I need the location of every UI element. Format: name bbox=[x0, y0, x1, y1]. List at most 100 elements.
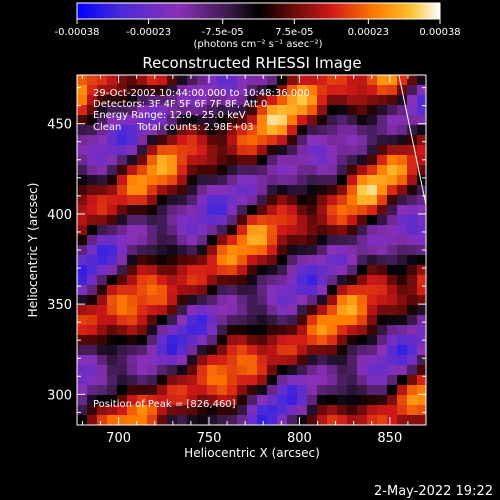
heatmap-cell bbox=[77, 195, 87, 205]
heatmap-cell bbox=[287, 105, 297, 115]
heatmap-cell bbox=[147, 235, 157, 245]
heatmap-cell bbox=[137, 115, 147, 125]
heatmap-cell bbox=[247, 85, 257, 95]
heatmap-cell bbox=[177, 415, 187, 425]
heatmap-cell bbox=[397, 395, 407, 405]
heatmap-cell bbox=[317, 165, 327, 175]
heatmap-cell bbox=[367, 345, 377, 355]
heatmap-cell bbox=[177, 385, 187, 395]
heatmap-cell bbox=[157, 75, 167, 85]
heatmap-cell bbox=[227, 335, 237, 345]
heatmap-cell bbox=[227, 185, 237, 195]
heatmap-cell bbox=[347, 275, 357, 285]
heatmap-cell bbox=[127, 345, 137, 355]
heatmap-cell bbox=[127, 225, 137, 235]
heatmap-cell bbox=[327, 365, 337, 375]
heatmap-cell bbox=[187, 165, 197, 175]
heatmap-cell bbox=[247, 305, 257, 315]
heatmap-cell bbox=[297, 415, 307, 425]
heatmap-cell bbox=[127, 395, 137, 405]
heatmap-cell bbox=[107, 235, 117, 245]
heatmap-cell bbox=[247, 105, 257, 115]
heatmap-cell bbox=[87, 195, 97, 205]
heatmap-cell bbox=[157, 355, 167, 365]
heatmap-cell bbox=[117, 165, 127, 175]
heatmap-cell bbox=[297, 355, 307, 365]
heatmap-cell bbox=[177, 325, 187, 335]
heatmap-cell bbox=[327, 265, 337, 275]
heatmap-cell bbox=[107, 225, 117, 235]
heatmap-cell bbox=[397, 415, 407, 425]
heatmap-cell bbox=[347, 185, 357, 195]
heatmap-cell bbox=[257, 295, 267, 305]
heatmap-cell bbox=[297, 405, 307, 415]
heatmap-cell bbox=[317, 195, 327, 205]
heatmap-cell bbox=[197, 355, 207, 365]
heatmap-cell bbox=[357, 325, 367, 335]
heatmap-cell bbox=[207, 355, 217, 365]
heatmap-cell bbox=[107, 415, 117, 425]
heatmap-cell bbox=[217, 395, 227, 405]
heatmap-cell bbox=[167, 405, 177, 415]
heatmap-cell bbox=[397, 295, 407, 305]
heatmap-cell bbox=[287, 215, 297, 225]
heatmap-cell bbox=[357, 355, 367, 365]
heatmap-cell bbox=[87, 95, 97, 105]
heatmap-cell bbox=[87, 125, 97, 135]
heatmap-cell bbox=[237, 395, 247, 405]
heatmap-cell bbox=[337, 125, 347, 135]
heatmap-cell bbox=[417, 325, 426, 335]
heatmap-cell bbox=[397, 285, 407, 295]
heatmap-cell bbox=[117, 225, 127, 235]
heatmap-cell bbox=[207, 415, 217, 425]
heatmap-cell bbox=[217, 275, 227, 285]
heatmap-cell bbox=[297, 315, 307, 325]
heatmap-cell bbox=[147, 125, 157, 135]
heatmap-cell bbox=[397, 165, 407, 175]
heatmap-cell bbox=[287, 335, 297, 345]
heatmap-cell bbox=[147, 255, 157, 265]
heatmap-cell bbox=[157, 415, 167, 425]
heatmap-cell bbox=[347, 245, 357, 255]
heatmap-cell bbox=[307, 305, 317, 315]
heatmap-cell bbox=[377, 235, 387, 245]
heatmap-cell bbox=[97, 295, 107, 305]
heatmap-cell bbox=[167, 215, 177, 225]
heatmap-cell bbox=[247, 365, 257, 375]
heatmap-cell bbox=[407, 215, 417, 225]
heatmap-cell bbox=[277, 345, 287, 355]
heatmap-cell bbox=[357, 95, 367, 105]
heatmap-cell bbox=[417, 425, 427, 435]
heatmap-cell bbox=[387, 235, 397, 245]
heatmap-cell bbox=[77, 235, 87, 245]
heatmap-cell bbox=[117, 355, 127, 365]
heatmap-cell bbox=[157, 335, 167, 345]
heatmap-cell bbox=[367, 285, 377, 295]
heatmap-cell bbox=[277, 85, 287, 95]
heatmap-cell bbox=[387, 145, 397, 155]
colorbar-ticks: -0.00038 -0.00023 -7.5e-05 7.5e-05 0.00023 0.… bbox=[55, 19, 461, 38]
heatmap-cell bbox=[127, 305, 137, 315]
heatmap-cell bbox=[167, 245, 177, 255]
heatmap-cell bbox=[227, 205, 237, 215]
heatmap-cell bbox=[337, 115, 347, 125]
heatmap-cell bbox=[397, 335, 407, 345]
heatmap-cell bbox=[307, 385, 317, 395]
heatmap-cell bbox=[407, 395, 417, 405]
heatmap-cell bbox=[177, 255, 187, 265]
heatmap-cell bbox=[157, 95, 167, 105]
heatmap-cell bbox=[77, 135, 87, 145]
heatmap-cell bbox=[227, 115, 237, 125]
heatmap-cell bbox=[117, 265, 127, 275]
heatmap-cell bbox=[117, 195, 127, 205]
heatmap-cell bbox=[177, 365, 187, 375]
heatmap-cell bbox=[177, 225, 187, 235]
heatmap-cell bbox=[137, 315, 147, 325]
heatmap-cell bbox=[277, 215, 287, 225]
heatmap-cell bbox=[277, 285, 287, 295]
heatmap-cell bbox=[417, 225, 426, 235]
heatmap-cell bbox=[127, 135, 137, 145]
heatmap-cell bbox=[127, 75, 137, 85]
heatmap-cell bbox=[137, 325, 147, 335]
heatmap-cell bbox=[267, 235, 277, 245]
